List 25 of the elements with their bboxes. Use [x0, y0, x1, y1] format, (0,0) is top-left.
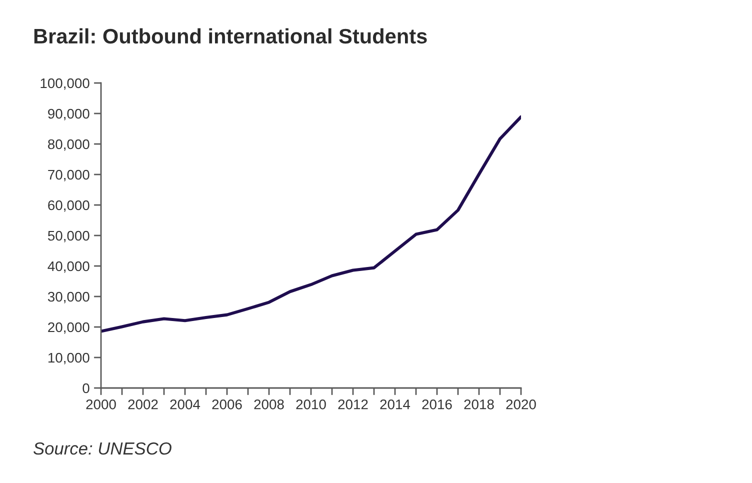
x-tick-label: 2012: [338, 399, 368, 410]
x-tick-label: 2002: [128, 399, 158, 410]
y-tick-label: 30,000: [48, 292, 90, 304]
x-tick-label: 2016: [422, 399, 452, 410]
x-tick-label: 2004: [170, 399, 200, 410]
y-tick-label: 80,000: [48, 139, 90, 151]
y-tick-label: 0: [82, 383, 90, 394]
y-tick-label: 50,000: [48, 230, 90, 242]
y-tick-label: 90,000: [48, 108, 90, 120]
source-note: Source: UNESCO: [33, 442, 172, 455]
y-tick-label: 20,000: [48, 322, 90, 334]
y-tick-label: 10,000: [48, 352, 90, 364]
y-tick-label: 100,000: [40, 78, 90, 90]
chart-title: Brazil: Outbound international Students: [34, 28, 427, 44]
x-tick-label: 2000: [86, 399, 116, 410]
x-tick-label: 2014: [380, 399, 410, 410]
x-tick-label: 2020: [506, 399, 536, 410]
x-tick-label: 2018: [464, 399, 494, 410]
x-tick-label: 2008: [254, 399, 284, 410]
x-tick-label: 2010: [296, 399, 326, 410]
line-series: [101, 115, 521, 333]
y-tick-label: 40,000: [48, 261, 90, 273]
x-tick-label: 2006: [212, 399, 242, 410]
y-tick-label: 60,000: [48, 200, 90, 212]
y-tick-label: 70,000: [48, 170, 90, 182]
